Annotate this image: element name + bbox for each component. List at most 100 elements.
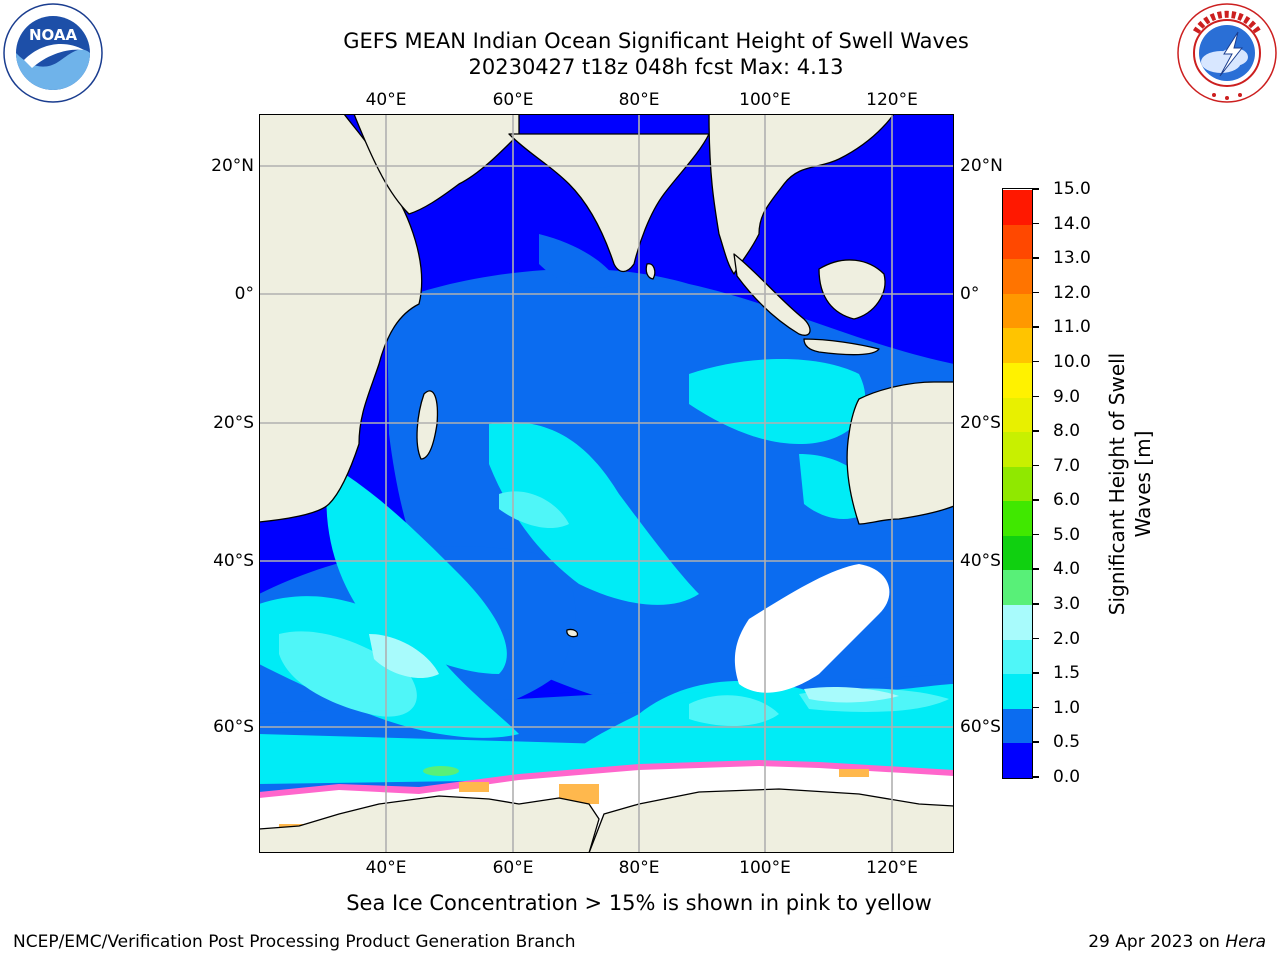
colorbar-segment bbox=[1003, 189, 1032, 225]
colorbar-tick bbox=[1033, 222, 1039, 225]
colorbar-tick-label: 12.0 bbox=[1053, 282, 1091, 303]
colorbar-tick bbox=[1033, 257, 1039, 259]
land-java bbox=[803, 338, 880, 356]
lon-tick-top-80e: 80°E bbox=[618, 90, 660, 110]
noaa-logo-text: NOAA bbox=[29, 26, 78, 44]
colorbar-segment bbox=[1003, 224, 1032, 260]
colorbar-tick-label: 14.0 bbox=[1053, 213, 1091, 234]
colorbar-title: Significant Height of Swell Waves [m] bbox=[1104, 353, 1156, 615]
footer-credit: NCEP/EMC/Verification Post Processing Pr… bbox=[13, 932, 576, 952]
lon-tick-top-100e: 100°E bbox=[739, 90, 791, 110]
lat-tick-left-20n: 20°N bbox=[211, 156, 254, 176]
no-data-region bbox=[734, 564, 890, 693]
land-antarctica bbox=[259, 795, 600, 853]
colorbar-tick-label: 6.0 bbox=[1053, 490, 1081, 511]
lon-tick-top-120e: 120°E bbox=[866, 90, 918, 110]
lat-tick-right-20n: 20°N bbox=[960, 156, 1003, 176]
colorbar-segment bbox=[1003, 293, 1032, 329]
lat-tick-right-20s: 20°S bbox=[960, 413, 1001, 433]
land-indochina bbox=[708, 114, 895, 275]
colorbar-segment bbox=[1003, 327, 1032, 363]
colorbar-tick bbox=[1033, 499, 1039, 501]
landmasses bbox=[259, 114, 954, 853]
colorbar-segment bbox=[1003, 742, 1032, 778]
colorbar-tick-label: 10.0 bbox=[1053, 351, 1091, 372]
lat-tick-right-40s: 40°S bbox=[960, 551, 1001, 571]
map-canvas bbox=[259, 114, 954, 853]
land-madagascar bbox=[416, 390, 439, 460]
lat-tick-left-40s: 40°S bbox=[213, 551, 254, 571]
colorbar-tick bbox=[1033, 706, 1039, 709]
colorbar-tick-label: 0.5 bbox=[1053, 732, 1081, 753]
lat-tick-left-60s: 60°S bbox=[213, 717, 254, 737]
lon-tick-bottom-120e: 120°E bbox=[866, 858, 918, 878]
colorbar-tick bbox=[1033, 291, 1039, 294]
colorbar-segment bbox=[1003, 673, 1032, 709]
lon-tick-top-40e: 40°E bbox=[365, 90, 407, 110]
chart-title: GEFS MEAN Indian Ocean Significant Heigh… bbox=[343, 29, 969, 53]
lat-tick-left-0: 0° bbox=[234, 284, 254, 304]
colorbar-tick bbox=[1033, 188, 1039, 190]
colorbar-tick-label: 5.0 bbox=[1053, 524, 1081, 545]
colorbar-segment bbox=[1003, 397, 1032, 433]
colorbar-segment bbox=[1003, 604, 1032, 640]
land-borneo bbox=[818, 259, 886, 320]
colorbar-tick bbox=[1033, 430, 1039, 432]
footer-date-text: 29 Apr 2023 on bbox=[1088, 932, 1226, 952]
colorbar-segment bbox=[1003, 431, 1032, 467]
land-kerguelen bbox=[566, 628, 579, 638]
land-australia bbox=[846, 381, 954, 525]
colorbar-tick-label: 13.0 bbox=[1053, 248, 1091, 269]
colorbar-tick-label: 2.0 bbox=[1053, 628, 1081, 649]
lon-tick-bottom-100e: 100°E bbox=[739, 858, 791, 878]
colorbar-tick-label: 1.0 bbox=[1053, 697, 1081, 718]
colorbar-tick bbox=[1033, 603, 1039, 605]
footer-date: 29 Apr 2023 on Hera bbox=[1088, 932, 1266, 952]
colorbar-tick-label: 9.0 bbox=[1053, 386, 1081, 407]
land-antarctica-east bbox=[588, 788, 954, 853]
nws-logo bbox=[1176, 2, 1278, 104]
land-srilanka bbox=[645, 263, 656, 280]
colorbar-tick bbox=[1033, 568, 1039, 570]
colorbar-tick-label: 3.0 bbox=[1053, 594, 1081, 615]
land-india bbox=[508, 133, 710, 273]
colorbar-tick-label: 11.0 bbox=[1053, 317, 1091, 338]
colorbar-tick bbox=[1033, 326, 1039, 328]
colorbar-tick bbox=[1033, 672, 1039, 674]
colorbar-tick-label: 1.5 bbox=[1053, 663, 1081, 684]
land-arabia bbox=[353, 114, 520, 215]
footer-host: Hera bbox=[1225, 932, 1266, 952]
colorbar-title-line1: Significant Height of Swell bbox=[1105, 352, 1129, 616]
colorbar-segment bbox=[1003, 500, 1032, 536]
chart-subtitle: 20230427 t18z 048h fcst Max: 4.13 bbox=[468, 55, 844, 79]
colorbar-tick bbox=[1033, 741, 1039, 743]
colorbar-segment bbox=[1003, 708, 1032, 744]
swell-3-4m bbox=[423, 766, 459, 776]
colorbar-tick bbox=[1033, 533, 1039, 536]
colorbar-tick bbox=[1033, 464, 1039, 467]
colorbar-segment bbox=[1003, 258, 1032, 294]
ice-edge-pink bbox=[259, 760, 954, 798]
colorbar bbox=[1002, 188, 1033, 779]
colorbar-tick-label: 0.0 bbox=[1053, 767, 1081, 787]
colorbar-tick bbox=[1033, 360, 1039, 363]
lat-tick-right-0: 0° bbox=[960, 284, 980, 304]
lat-tick-right-60s: 60°S bbox=[960, 717, 1001, 737]
lat-tick-left-20s: 20°S bbox=[213, 413, 254, 433]
lon-tick-bottom-80e: 80°E bbox=[618, 858, 660, 878]
colorbar-segment bbox=[1003, 362, 1032, 398]
colorbar-segment bbox=[1003, 569, 1032, 606]
colorbar-tick bbox=[1033, 776, 1039, 778]
sea-ice-note: Sea Ice Concentration > 15% is shown in … bbox=[346, 891, 932, 915]
graticule bbox=[259, 114, 954, 853]
colorbar-segment bbox=[1003, 535, 1032, 571]
colorbar-title-line2: Waves [m] bbox=[1131, 430, 1155, 538]
colorbar-segment bbox=[1003, 466, 1032, 502]
colorbar-tick bbox=[1033, 637, 1039, 640]
colorbar-tick-label: 15.0 bbox=[1053, 179, 1091, 199]
swell-1.5-2m bbox=[279, 491, 949, 726]
lon-tick-bottom-40e: 40°E bbox=[365, 858, 407, 878]
colorbar-tick-label: 4.0 bbox=[1053, 559, 1081, 580]
lon-tick-top-60e: 60°E bbox=[492, 90, 534, 110]
colorbar-tick-label: 7.0 bbox=[1053, 455, 1081, 476]
